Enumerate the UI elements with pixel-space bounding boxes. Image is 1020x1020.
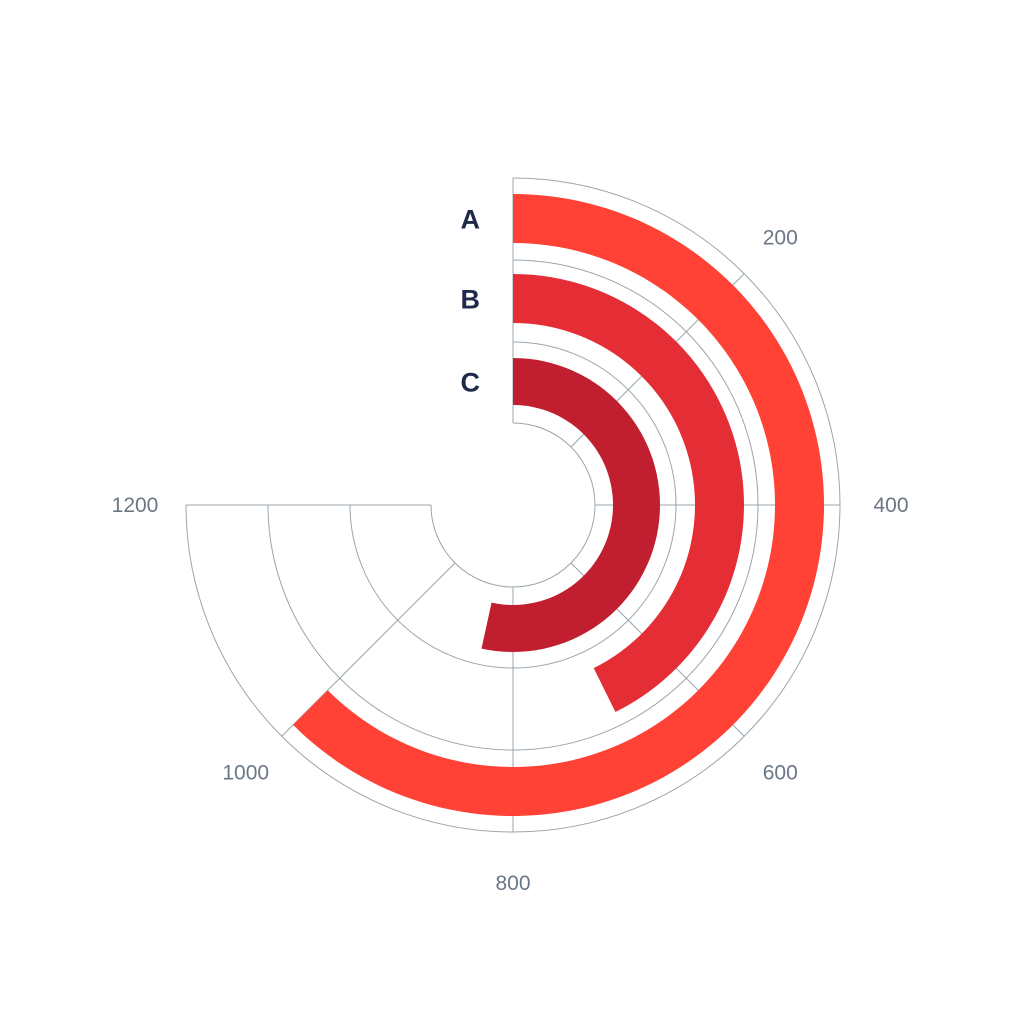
bar-B — [513, 274, 745, 713]
tick-labels: 200 400 600 800 1000 1200 — [112, 227, 909, 895]
bars — [293, 194, 824, 816]
tick-label: 600 — [763, 761, 798, 784]
tick-label: 800 — [495, 872, 530, 895]
category-label: B — [461, 285, 481, 315]
category-labels: A B C — [461, 205, 481, 398]
category-label: A — [461, 205, 481, 235]
tick-label: 200 — [763, 227, 798, 250]
grid-arc — [430, 422, 596, 588]
tick-label: 1000 — [222, 761, 269, 784]
tick-label: 1200 — [112, 494, 159, 517]
bar-C — [481, 358, 660, 652]
bar-A — [293, 194, 824, 816]
category-label: C — [461, 368, 481, 398]
tick-label: 400 — [873, 494, 908, 517]
